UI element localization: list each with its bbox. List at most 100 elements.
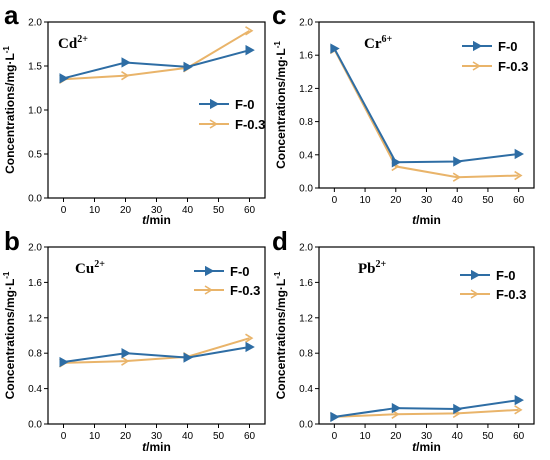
chart-panel-a: a 0 10 20 30 40 50 60 0.0 0.5 1.0 1.5 2.0 t/min Concen… <box>2 0 266 227</box>
legend-label-F-0.3: F-0.3 <box>496 287 526 302</box>
legend-label-F-0: F-0 <box>498 39 518 54</box>
data-point-F-0.3 <box>452 172 462 182</box>
panel-letter: d <box>272 226 288 256</box>
x-tick-label: 30 <box>151 431 163 442</box>
chart-panel-d: d 0 10 20 30 40 50 60 0.0 0.4 0.8 1.2 1.6 2.0 t/min Con… <box>272 226 535 454</box>
series-line-F-0.3 <box>63 29 251 81</box>
data-point-F-0 <box>245 341 255 353</box>
x-tick-label: 50 <box>482 431 494 442</box>
data-point-F-0 <box>121 348 131 359</box>
y-axis-label: Concentrations/mg·L-1 <box>273 41 288 169</box>
legend-label-F-0: F-0 <box>230 264 250 279</box>
y-tick-label: 1.2 <box>28 313 42 324</box>
x-tick-label: 50 <box>482 195 494 206</box>
series-line-F-0 <box>63 346 250 364</box>
legend-label-F-0.3: F-0.3 <box>498 59 528 74</box>
ion-symbol: Pb <box>358 261 376 277</box>
series-line-F-0 <box>63 49 250 80</box>
chart-panel-c: c 0 10 20 30 40 50 60 0.0 0.4 0.8 1.2 1.6 2.0 t/min Con… <box>272 0 535 227</box>
x-tick-label: 50 <box>213 205 225 216</box>
x-tick-label: 10 <box>360 431 372 442</box>
y-axis-label-text: Concentrations/mg·L <box>274 279 288 400</box>
data-point-F-0 <box>330 43 340 54</box>
x-tick-label: 40 <box>452 195 464 206</box>
x-axis-label-variable: t <box>142 440 147 454</box>
data-point-F-0 <box>330 411 340 423</box>
y-axis-label-superscript: -1 <box>273 41 282 49</box>
data-point-F-0.3 <box>514 170 523 181</box>
legend-label-F-0: F-0 <box>496 268 516 283</box>
data-point-F-0 <box>183 61 193 73</box>
data-point-F-0.3 <box>514 405 523 415</box>
y-tick-label: 0.8 <box>299 349 313 360</box>
legend-marker-F-0 <box>473 40 483 52</box>
series-line-F-0.3 <box>333 48 519 179</box>
y-tick-label: 1.6 <box>28 278 42 289</box>
y-tick-label: 0.0 <box>299 420 313 431</box>
x-tick-label: 60 <box>244 205 256 216</box>
y-axis-label-text: Concentrations/mg·L <box>274 48 288 169</box>
data-point-F-0 <box>391 402 402 414</box>
y-axis-label-text: Concentrations/mg·L <box>3 279 17 400</box>
ion-label: Cu2+ <box>75 259 105 277</box>
data-point-F-0 <box>453 156 463 167</box>
series-line-F-0.3 <box>334 408 519 418</box>
x-axis-label-variable: t <box>142 213 147 227</box>
x-tick-label: 10 <box>89 431 101 442</box>
ion-symbol: Cr <box>364 36 382 52</box>
data-point-F-0 <box>245 44 255 56</box>
data-point-F-0 <box>391 157 402 168</box>
y-tick-label: 0.0 <box>28 194 42 205</box>
x-axis-label: t/min <box>142 440 171 454</box>
x-axis-label: t/min <box>412 440 441 454</box>
x-tick-label: 60 <box>513 431 525 442</box>
y-tick-label: 0.0 <box>299 184 313 195</box>
x-tick-label: 0 <box>61 431 67 442</box>
y-axis-label: Concentrations/mg·L-1 <box>2 46 17 174</box>
y-tick-label: 0.4 <box>28 384 42 395</box>
x-tick-label: 20 <box>390 431 402 442</box>
y-tick-label: 0.4 <box>299 384 313 395</box>
x-tick-label: 50 <box>213 431 225 442</box>
y-tick-label: 0.4 <box>299 150 313 161</box>
x-axis-label-unit: /min <box>416 440 441 454</box>
series-line-F-0 <box>334 399 519 418</box>
y-tick-label: 2.0 <box>299 18 313 29</box>
ion-charge: 6+ <box>382 34 393 45</box>
y-tick-label: 1.5 <box>28 62 42 73</box>
panel-letter: c <box>272 0 286 30</box>
y-tick-label: 1.0 <box>28 106 42 117</box>
ion-label: Cr6+ <box>364 34 393 52</box>
x-tick-label: 30 <box>421 195 433 206</box>
legend-marker-F-0 <box>210 98 220 110</box>
data-point-F-0.3 <box>245 26 254 36</box>
y-tick-label: 0.0 <box>28 420 42 431</box>
y-tick-label: 0.8 <box>28 349 42 360</box>
x-tick-label: 60 <box>244 431 256 442</box>
y-axis-label-superscript: -1 <box>273 271 282 279</box>
x-tick-label: 0 <box>61 205 67 216</box>
ion-charge: 2+ <box>77 34 88 45</box>
series-line-F-0 <box>333 48 519 164</box>
x-tick-label: 20 <box>120 431 132 442</box>
ion-charge: 2+ <box>94 259 105 270</box>
x-axis-label: t/min <box>142 213 171 227</box>
panel-letter: b <box>4 226 20 256</box>
legend-marker-F-0 <box>471 269 481 281</box>
data-point-F-0 <box>183 352 193 363</box>
data-point-F-0 <box>121 57 131 68</box>
data-point-F-0 <box>59 73 69 84</box>
panel-letter: a <box>4 0 19 30</box>
plot-frame <box>47 21 266 199</box>
y-tick-label: 2.0 <box>299 243 313 254</box>
y-axis-label: Concentrations/mg·L-1 <box>273 271 288 399</box>
x-axis-label: t/min <box>412 213 441 227</box>
series-line-F-0.3 <box>63 337 250 364</box>
legend-label-F-0: F-0 <box>235 97 255 112</box>
ion-charge: 2+ <box>376 259 387 270</box>
x-tick-label: 20 <box>120 205 132 216</box>
y-tick-label: 0.5 <box>28 150 42 161</box>
chart-panel-b: b 0 10 20 30 40 50 60 0.0 0.4 0.8 1.2 1.6 2.0 t/min Con… <box>2 226 266 454</box>
ion-label: Cd2+ <box>58 34 88 52</box>
